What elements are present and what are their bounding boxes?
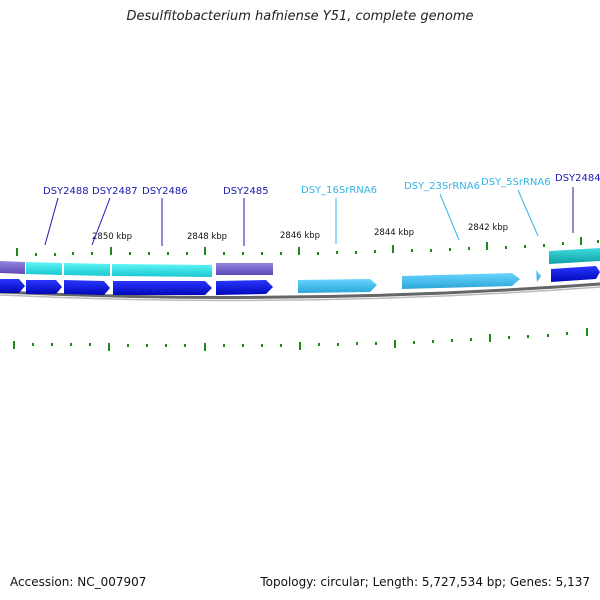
feature-label-dsy2486[interactable]: DSY2486	[142, 186, 188, 197]
feature-label-dsy2485[interactable]: DSY2485	[223, 186, 269, 197]
gene-arrow-dsy2486b[interactable]	[113, 281, 212, 295]
leader-line	[44, 197, 59, 246]
lower-ticks	[13, 328, 588, 351]
feature-label-dsy2487[interactable]: DSY2487	[92, 186, 138, 197]
gene-arrow-dsy-23srrna6[interactable]	[402, 273, 520, 289]
feature-label-dsy2488[interactable]: DSY2488	[43, 186, 89, 197]
cds-segment[interactable]	[0, 261, 25, 274]
gene-arrow-dsy-5srrna6[interactable]	[536, 270, 541, 282]
backbone-outer	[0, 282, 600, 299]
cds-segment[interactable]	[549, 248, 600, 264]
cds-segment[interactable]	[216, 263, 273, 275]
leader-line	[439, 193, 460, 241]
leader-line	[91, 197, 111, 246]
map-title: Desulfitobacterium hafniense Y51, comple…	[126, 9, 474, 24]
accession-text: Accession: NC_007907	[10, 575, 147, 589]
gene-arrow-dsy2488[interactable]	[0, 279, 25, 293]
gene-arrow-dsy-16srrna6[interactable]	[298, 279, 377, 293]
scale-label: 2846 kbp	[280, 231, 320, 241]
leader-line	[517, 189, 539, 237]
upper-ticks	[16, 237, 599, 256]
scale-label: 2850 kbp	[92, 232, 132, 242]
feature-label-dsy2484[interactable]: DSY2484	[555, 173, 600, 184]
gene-arrow-dsy2487[interactable]	[26, 280, 62, 294]
cds-segment[interactable]	[112, 264, 212, 277]
feature-label-dsy-16srrna6[interactable]: DSY_16SrRNA6	[301, 185, 377, 196]
backbone-inner	[0, 286, 600, 302]
feature-label-dsy-5srrna6[interactable]: DSY_5SrRNA6	[481, 177, 551, 188]
cds-segment[interactable]	[64, 263, 110, 276]
scale-label: 2848 kbp	[187, 232, 227, 242]
scale-label: 2842 kbp	[468, 223, 508, 233]
gene-arrow-dsy2485[interactable]	[216, 280, 273, 295]
gene-arrow-dsy2486[interactable]	[64, 280, 110, 295]
scale-label: 2844 kbp	[374, 228, 414, 238]
feature-label-dsy-23srrna6[interactable]: DSY_23SrRNA6	[404, 181, 480, 192]
topology-summary: Topology: circular; Length: 5,727,534 bp…	[260, 575, 590, 589]
cds-segment[interactable]	[26, 262, 62, 275]
gene-arrow-dsy2484[interactable]	[551, 266, 600, 282]
